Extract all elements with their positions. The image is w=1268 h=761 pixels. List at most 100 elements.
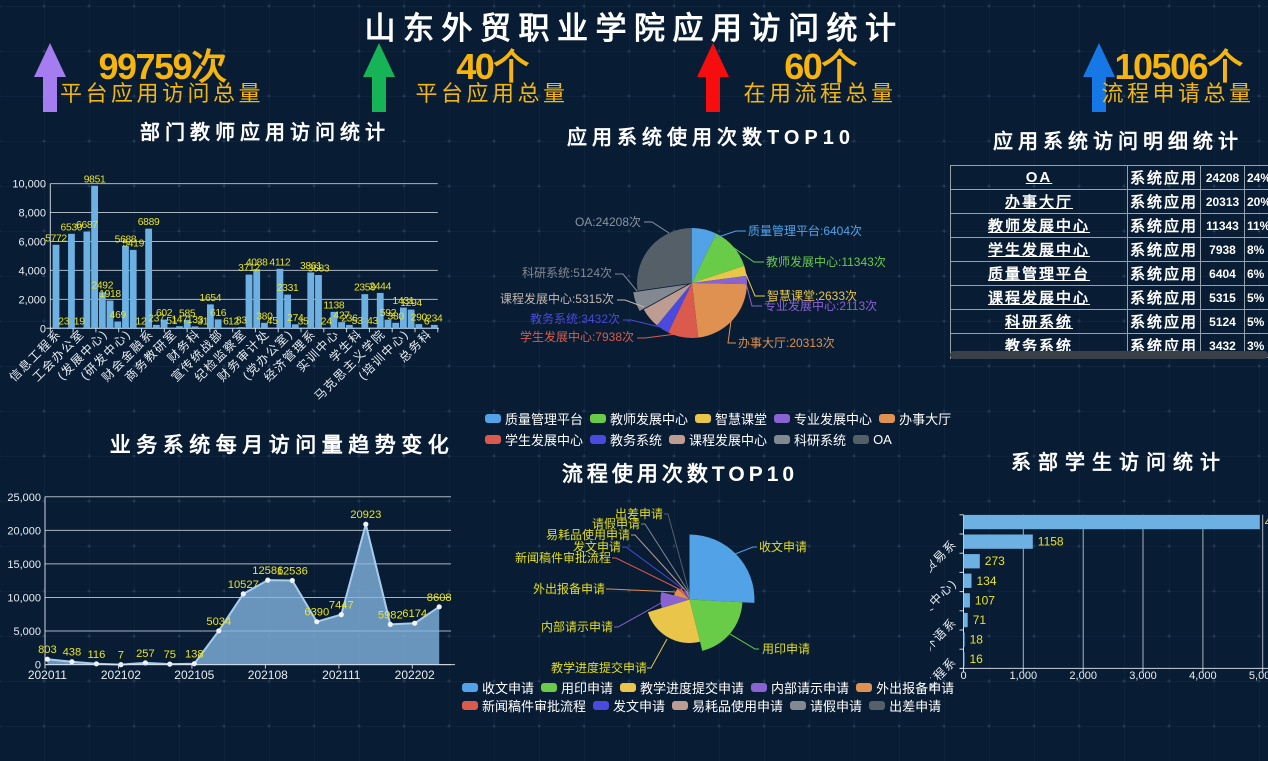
svg-text:469: 469 — [110, 310, 127, 321]
svg-text:585: 585 — [179, 308, 196, 319]
svg-text:教师发展中心:11343次: 教师发展中心:11343次 — [766, 254, 886, 269]
svg-text:134: 134 — [977, 574, 997, 588]
svg-text:收文申请: 收文申请 — [759, 539, 807, 554]
svg-text:专业发展中心:2113次: 专业发展中心:2113次 — [764, 298, 877, 313]
svg-text:274: 274 — [287, 313, 304, 324]
svg-text:7: 7 — [118, 650, 124, 662]
svg-text:43: 43 — [367, 316, 378, 327]
svg-text:6889: 6889 — [138, 217, 160, 228]
svg-text:380: 380 — [388, 311, 405, 322]
svg-text:116: 116 — [87, 649, 105, 661]
svg-text:8,000: 8,000 — [18, 208, 46, 220]
svg-text:202011: 202011 — [28, 668, 67, 682]
svg-text:31: 31 — [197, 316, 208, 327]
svg-text:信息工程系: 信息工程系 — [930, 654, 960, 700]
svg-text:4951: 4951 — [1265, 515, 1268, 529]
svg-text:83: 83 — [236, 316, 247, 327]
svg-text:6174: 6174 — [402, 608, 427, 620]
svg-text:257: 257 — [136, 648, 155, 660]
svg-text:0: 0 — [960, 670, 966, 682]
svg-text:6,000: 6,000 — [18, 237, 46, 249]
svg-text:0: 0 — [40, 323, 46, 335]
svg-text:592: 592 — [380, 308, 397, 319]
svg-text:5982: 5982 — [378, 609, 403, 621]
svg-text:6390: 6390 — [304, 607, 329, 619]
svg-text:科研系统:5124次: 科研系统:5124次 — [522, 266, 612, 280]
svg-text:2359: 2359 — [354, 283, 376, 294]
svg-text:1158: 1158 — [1038, 535, 1064, 549]
svg-text:6: 6 — [223, 317, 229, 328]
svg-text:课程发展中心:5315次: 课程发展中心:5315次 — [500, 291, 614, 306]
svg-text:智慧课堂:2633次: 智慧课堂:2633次 — [767, 288, 857, 303]
svg-text:3861: 3861 — [300, 261, 322, 272]
svg-text:202108: 202108 — [248, 668, 288, 682]
svg-text:51: 51 — [166, 316, 177, 327]
svg-text:7447: 7447 — [329, 600, 354, 612]
svg-text:6687: 6687 — [76, 220, 98, 231]
svg-text:2444: 2444 — [369, 281, 391, 292]
svg-text:10527: 10527 — [228, 579, 259, 591]
svg-text:3683: 3683 — [308, 264, 330, 275]
svg-text:234: 234 — [426, 313, 443, 324]
svg-text:20,000: 20,000 — [7, 525, 41, 537]
svg-text:138: 138 — [185, 649, 204, 661]
svg-text:用印申请: 用印申请 — [762, 642, 810, 656]
svg-text:5688: 5688 — [115, 235, 137, 246]
svg-text:16: 16 — [970, 652, 984, 666]
svg-text:1138: 1138 — [323, 300, 345, 311]
svg-text:236: 236 — [341, 313, 358, 324]
svg-text:1918: 1918 — [99, 289, 121, 300]
svg-text:5772: 5772 — [45, 233, 67, 244]
svg-text:202111: 202111 — [322, 668, 361, 682]
svg-text:请假申请: 请假申请 — [592, 517, 640, 531]
svg-text:12: 12 — [228, 317, 239, 328]
svg-text:5,000: 5,000 — [1249, 670, 1268, 682]
svg-text:10,000: 10,000 — [12, 179, 46, 191]
svg-text:9851: 9851 — [84, 174, 106, 185]
svg-text:290: 290 — [411, 313, 428, 324]
svg-text:24: 24 — [321, 317, 332, 328]
svg-text:20923: 20923 — [350, 509, 381, 521]
svg-text:OA:24208次: OA:24208次 — [575, 215, 641, 229]
svg-text:4,000: 4,000 — [1189, 670, 1217, 682]
svg-text:内部请示申请: 内部请示申请 — [541, 619, 613, 634]
svg-text:易耗品使用申请: 易耗品使用申请 — [546, 527, 630, 542]
svg-text:1431: 1431 — [393, 296, 415, 307]
svg-text:273: 273 — [985, 554, 1005, 568]
svg-text:380: 380 — [256, 311, 273, 322]
svg-text:学生发展中心:7938次: 学生发展中心:7938次 — [520, 329, 634, 344]
svg-text:5,000: 5,000 — [13, 626, 41, 638]
svg-text:5419: 5419 — [122, 238, 144, 249]
svg-text:19: 19 — [74, 317, 85, 328]
svg-text:4112: 4112 — [269, 257, 291, 268]
svg-text:18: 18 — [970, 633, 984, 647]
svg-text:438: 438 — [63, 647, 82, 659]
svg-text:8608: 8608 — [427, 592, 452, 604]
svg-text:147: 147 — [171, 315, 188, 326]
svg-text:35: 35 — [298, 316, 309, 327]
svg-text:发文申请: 发文申请 — [573, 539, 621, 554]
svg-text:803: 803 — [38, 644, 57, 656]
svg-text:6530: 6530 — [61, 222, 83, 233]
svg-text:3712: 3712 — [238, 263, 260, 274]
svg-text:5034: 5034 — [206, 616, 231, 628]
svg-text:75: 75 — [164, 649, 176, 661]
svg-text:4088: 4088 — [246, 258, 268, 269]
svg-text:12: 12 — [135, 317, 146, 328]
svg-text:107: 107 — [975, 593, 995, 607]
svg-text:2331: 2331 — [277, 283, 299, 294]
svg-text:0: 0 — [35, 660, 41, 672]
svg-text:2,000: 2,000 — [1069, 670, 1097, 682]
svg-text:教学进度提交申请: 教学进度提交申请 — [551, 660, 647, 675]
svg-text:133: 133 — [187, 315, 204, 326]
svg-text:202102: 202102 — [101, 668, 141, 682]
svg-text:质量管理平台:6404次: 质量管理平台:6404次 — [748, 223, 862, 238]
svg-text:6: 6 — [424, 317, 430, 328]
svg-text:2,000: 2,000 — [18, 294, 46, 306]
svg-text:202202: 202202 — [395, 668, 435, 682]
svg-text:237: 237 — [148, 313, 165, 324]
svg-text:10,000: 10,000 — [7, 593, 41, 605]
svg-text:2492: 2492 — [91, 281, 113, 292]
svg-text:602: 602 — [156, 308, 173, 319]
svg-text:办事大厅:20313次: 办事大厅:20313次 — [738, 335, 835, 350]
